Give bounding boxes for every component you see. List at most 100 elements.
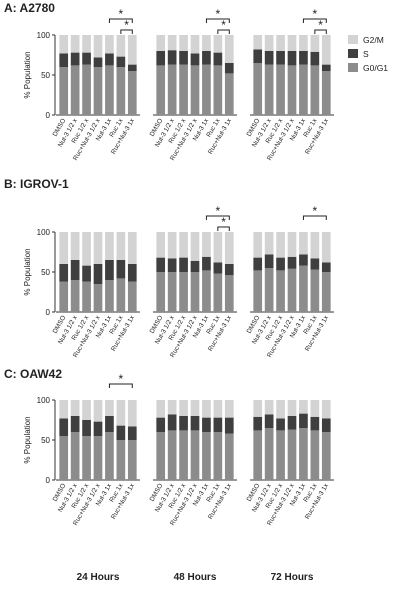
bar-segment bbox=[190, 416, 200, 431]
bar-segment bbox=[299, 254, 308, 266]
bar-segment bbox=[59, 418, 69, 436]
bar-segment bbox=[213, 52, 223, 66]
bar-segment bbox=[310, 51, 320, 66]
bar-segment bbox=[224, 433, 234, 480]
bar-segment bbox=[310, 400, 320, 417]
bar-segment bbox=[310, 232, 320, 259]
bar-segment bbox=[310, 258, 320, 270]
y-tick-label: 100 bbox=[37, 228, 51, 237]
bar-segment bbox=[127, 71, 137, 115]
bar-segment bbox=[179, 416, 188, 431]
bar-segment bbox=[253, 35, 263, 50]
bar-segment bbox=[264, 268, 274, 312]
bar-segment bbox=[287, 232, 297, 257]
bar-segment bbox=[82, 64, 91, 115]
bar-segment bbox=[299, 400, 308, 414]
bar-segment bbox=[167, 64, 177, 115]
bar-segment bbox=[321, 35, 331, 65]
y-tick-label: 50 bbox=[41, 436, 50, 445]
bar-segment bbox=[202, 51, 211, 65]
bar-segment bbox=[105, 232, 114, 260]
bar-segment bbox=[310, 269, 320, 312]
bar-segment bbox=[70, 232, 80, 260]
bar-segment bbox=[213, 273, 223, 312]
bar-segment bbox=[264, 35, 274, 51]
bar-segment bbox=[156, 257, 166, 272]
bar-segment bbox=[179, 272, 188, 312]
significance-bracket bbox=[314, 29, 327, 34]
bar-segment bbox=[287, 65, 297, 115]
bar-segment bbox=[116, 35, 126, 57]
bar-segment bbox=[70, 52, 80, 66]
bar-segment bbox=[253, 400, 263, 417]
y-tick-label: 0 bbox=[46, 111, 51, 120]
bar-segment bbox=[213, 432, 223, 480]
bar-segment bbox=[276, 51, 285, 65]
bar-segment bbox=[190, 272, 200, 312]
bar-segment bbox=[179, 35, 188, 51]
bar-segment bbox=[299, 232, 308, 255]
bar-segment bbox=[224, 73, 234, 115]
bar-segment bbox=[93, 436, 103, 480]
bar-segment bbox=[156, 35, 166, 51]
bar-segment bbox=[127, 426, 137, 440]
bar-segment bbox=[202, 35, 211, 51]
bar-segment bbox=[321, 418, 331, 432]
significance-bracket bbox=[205, 215, 230, 220]
bar-segment bbox=[116, 400, 126, 426]
significance-label: * bbox=[221, 215, 226, 229]
bar-segment bbox=[276, 270, 285, 312]
bar-segment bbox=[116, 425, 126, 440]
panel-title: B: IGROV-1 bbox=[4, 177, 69, 191]
bar-segment bbox=[93, 284, 103, 312]
bar-segment bbox=[202, 432, 211, 480]
bar-segment bbox=[93, 400, 103, 422]
significance-label: * bbox=[313, 204, 318, 218]
bar-segment bbox=[105, 53, 114, 66]
bar-segment bbox=[156, 272, 166, 312]
bar-segment bbox=[127, 232, 137, 264]
bar-segment bbox=[127, 64, 137, 71]
bar-segment bbox=[190, 35, 200, 54]
bar-segment bbox=[310, 430, 320, 480]
bar-segment bbox=[287, 416, 297, 430]
bar-segment bbox=[93, 35, 103, 58]
bar-segment bbox=[82, 265, 91, 282]
bar-segment bbox=[156, 65, 166, 115]
group-label: 48 Hours bbox=[174, 572, 217, 583]
bar-segment bbox=[264, 254, 274, 268]
bar-segment bbox=[167, 414, 177, 431]
bar-segment bbox=[116, 440, 126, 480]
bar-segment bbox=[253, 63, 263, 115]
bar-segment bbox=[213, 262, 223, 274]
bar-segment bbox=[70, 416, 80, 432]
significance-bracket bbox=[217, 226, 230, 231]
legend-label: G2/M bbox=[363, 35, 384, 45]
bar-segment bbox=[105, 432, 114, 480]
bar-segment bbox=[179, 51, 188, 65]
bar-segment bbox=[93, 67, 103, 115]
legend-swatch bbox=[348, 63, 358, 72]
bar-segment bbox=[224, 63, 234, 74]
bar-segment bbox=[213, 400, 223, 418]
y-tick-label: 100 bbox=[37, 396, 51, 405]
bar-segment bbox=[202, 64, 211, 115]
y-tick-label: 0 bbox=[46, 308, 51, 317]
bar-segment bbox=[105, 280, 114, 312]
legend-swatch bbox=[348, 35, 358, 44]
bar-segment bbox=[213, 417, 223, 432]
bar-segment bbox=[287, 35, 297, 51]
bar-segment bbox=[190, 53, 200, 66]
bar-segment bbox=[59, 67, 69, 115]
significance-bracket bbox=[217, 29, 230, 34]
bar-segment bbox=[167, 400, 177, 415]
bar-segment bbox=[59, 35, 69, 54]
y-axis-label: % Population bbox=[23, 416, 32, 463]
bar-segment bbox=[310, 416, 320, 431]
bar-segment bbox=[167, 430, 177, 480]
bar-segment bbox=[59, 281, 69, 312]
bar-segment bbox=[264, 232, 274, 255]
bar-segment bbox=[167, 272, 177, 312]
bar-segment bbox=[310, 65, 320, 115]
bar-segment bbox=[179, 400, 188, 416]
